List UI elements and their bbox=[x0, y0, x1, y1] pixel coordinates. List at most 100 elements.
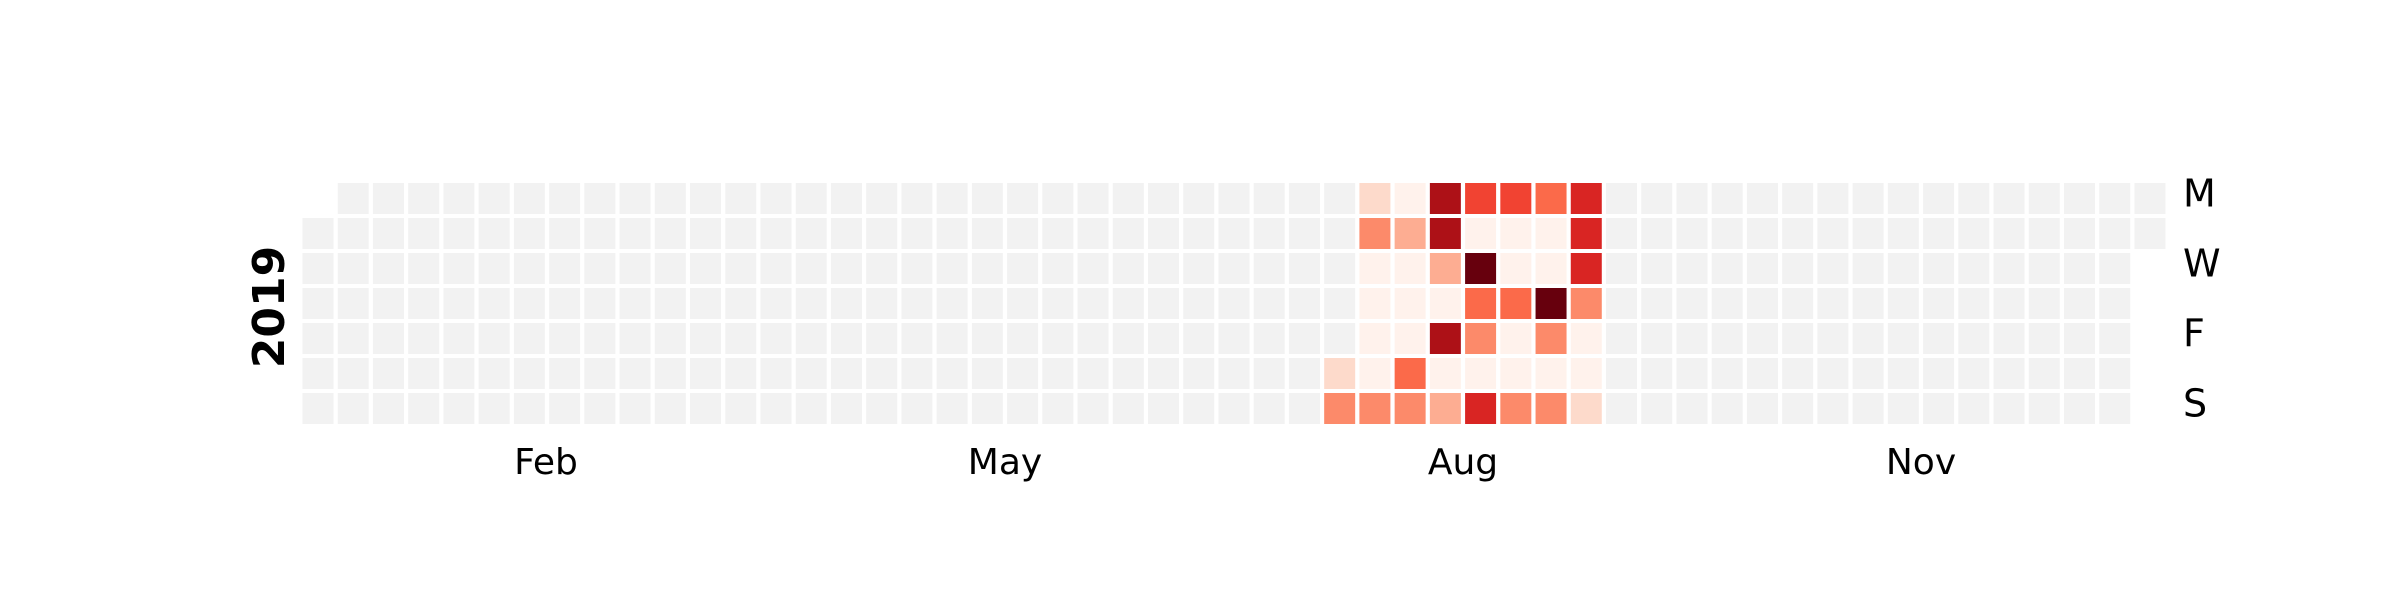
heatmap-cell-w26-wed bbox=[1218, 253, 1250, 284]
heatmap-cell-w17-thu bbox=[901, 288, 933, 319]
heatmap-cell-w3-sat bbox=[408, 358, 440, 389]
heatmap-cell-w24-mon bbox=[1148, 183, 1180, 214]
heatmap-cell-w11-sat bbox=[690, 358, 722, 389]
heatmap-cell-w32-wed bbox=[1429, 253, 1461, 284]
heatmap-cell-w30-fri bbox=[1359, 323, 1391, 354]
heatmap-cell-w14-tue bbox=[795, 218, 827, 249]
heatmap-cell-w2-tue bbox=[372, 218, 404, 249]
heatmap-cell-w29-thu bbox=[1324, 288, 1356, 319]
heatmap-cell-w15-sun bbox=[830, 393, 862, 424]
heatmap-cell-w21-fri bbox=[1042, 323, 1074, 354]
heatmap-cell-w40-sat bbox=[1711, 358, 1743, 389]
heatmap-cell-w17-fri bbox=[901, 323, 933, 354]
heatmap-cell-w39-sun bbox=[1676, 393, 1708, 424]
heatmap-cell-w49-wed bbox=[2028, 253, 2060, 284]
heatmap-cell-w5-sun bbox=[478, 393, 510, 424]
heatmap-cell-w40-wed bbox=[1711, 253, 1743, 284]
heatmap-cell-w3-tue bbox=[408, 218, 440, 249]
heatmap-cell-w49-sat bbox=[2028, 358, 2060, 389]
heatmap-cell-w8-fri bbox=[584, 323, 616, 354]
heatmap-cell-w9-wed bbox=[619, 253, 651, 284]
heatmap-cell-w41-fri bbox=[1746, 323, 1778, 354]
heatmap-cell-w32-tue bbox=[1429, 218, 1461, 249]
heatmap-cell-w20-wed bbox=[1007, 253, 1039, 284]
heatmap-cell-w20-fri bbox=[1007, 323, 1039, 354]
heatmap-cell-w0-thu bbox=[302, 288, 334, 319]
heatmap-cell-w52-mon bbox=[2134, 183, 2166, 214]
heatmap-cell-w49-tue bbox=[2028, 218, 2060, 249]
heatmap-cell-w10-fri bbox=[654, 323, 686, 354]
heatmap-cell-w46-sat bbox=[1923, 358, 1955, 389]
heatmap-cell-w16-wed bbox=[866, 253, 898, 284]
heatmap-cell-w22-sun bbox=[1077, 393, 1109, 424]
heatmap-cell-w18-tue bbox=[936, 218, 968, 249]
heatmap-cell-w23-wed bbox=[1112, 253, 1144, 284]
heatmap-cell-w35-fri bbox=[1535, 323, 1567, 354]
day-label-monday: M bbox=[2183, 172, 2216, 216]
heatmap-cell-w50-wed bbox=[2064, 253, 2095, 284]
heatmap-cell-w36-sun bbox=[1570, 393, 1602, 424]
heatmap-cell-w1-fri bbox=[337, 323, 369, 354]
heatmap-cell-w37-sun bbox=[1606, 393, 1638, 424]
heatmap-cell-w1-mon bbox=[337, 183, 369, 214]
heatmap-cell-w16-thu bbox=[866, 288, 898, 319]
heatmap-cell-w9-sat bbox=[619, 358, 651, 389]
heatmap-cell-w41-thu bbox=[1746, 288, 1778, 319]
heatmap-cell-w34-wed bbox=[1500, 253, 1532, 284]
heatmap-cell-w33-fri bbox=[1465, 323, 1497, 354]
heatmap-cell-w1-thu bbox=[337, 288, 369, 319]
heatmap-cell-w18-thu bbox=[936, 288, 968, 319]
heatmap-cell-w13-thu bbox=[760, 288, 792, 319]
heatmap-cell-w51-tue bbox=[2099, 218, 2131, 249]
heatmap-cell-w29-mon bbox=[1324, 183, 1356, 214]
heatmap-cell-w51-thu bbox=[2099, 288, 2131, 319]
heatmap-cell-w19-tue bbox=[971, 218, 1003, 249]
heatmap-cell-w16-sun bbox=[866, 393, 898, 424]
heatmap-cell-w23-fri bbox=[1112, 323, 1144, 354]
heatmap-cell-w19-fri bbox=[971, 323, 1003, 354]
heatmap-cell-w48-sun bbox=[1993, 393, 2025, 424]
heatmap-cell-w3-wed bbox=[408, 253, 440, 284]
heatmap-cell-w29-fri bbox=[1324, 323, 1356, 354]
heatmap-cell-w6-tue bbox=[513, 218, 545, 249]
heatmap-cell-w35-mon bbox=[1535, 183, 1567, 214]
heatmap-cell-w29-tue bbox=[1324, 218, 1356, 249]
heatmap-cell-w3-mon bbox=[408, 183, 440, 214]
heatmap-cell-w0-fri bbox=[302, 323, 334, 354]
heatmap-cell-w42-thu bbox=[1782, 288, 1814, 319]
heatmap-cell-w2-mon bbox=[372, 183, 404, 214]
heatmap-cell-w27-fri bbox=[1253, 323, 1285, 354]
heatmap-cell-w27-tue bbox=[1253, 218, 1285, 249]
heatmap-cell-w9-tue bbox=[619, 218, 651, 249]
heatmap-cell-w47-sun bbox=[1958, 393, 1990, 424]
heatmap-cell-w7-sat bbox=[549, 358, 581, 389]
heatmap-cell-w45-fri bbox=[1887, 323, 1919, 354]
heatmap-cell-w16-tue bbox=[866, 218, 898, 249]
heatmap-cells bbox=[302, 183, 2166, 424]
heatmap-cell-w34-sat bbox=[1500, 358, 1532, 389]
heatmap-cell-w50-fri bbox=[2064, 323, 2095, 354]
heatmap-cell-w13-sun bbox=[760, 393, 792, 424]
heatmap-cell-w33-sat bbox=[1465, 358, 1497, 389]
heatmap-cell-w46-sun bbox=[1923, 393, 1955, 424]
heatmap-cell-w49-fri bbox=[2028, 323, 2060, 354]
heatmap-cell-w33-tue bbox=[1465, 218, 1497, 249]
heatmap-cell-w26-thu bbox=[1218, 288, 1250, 319]
heatmap-cell-w41-tue bbox=[1746, 218, 1778, 249]
heatmap-cell-w19-wed bbox=[971, 253, 1003, 284]
heatmap-cell-w27-sun bbox=[1253, 393, 1285, 424]
heatmap-cell-w46-fri bbox=[1923, 323, 1955, 354]
heatmap-cell-w43-sat bbox=[1817, 358, 1849, 389]
heatmap-cell-w30-mon bbox=[1359, 183, 1391, 214]
heatmap-cell-w48-sat bbox=[1993, 358, 2025, 389]
heatmap-cell-w33-sun bbox=[1465, 393, 1497, 424]
heatmap-cell-w36-sat bbox=[1570, 358, 1602, 389]
heatmap-cell-w49-sun bbox=[2028, 393, 2060, 424]
heatmap-cell-w40-thu bbox=[1711, 288, 1743, 319]
heatmap-cell-w12-sat bbox=[725, 358, 757, 389]
heatmap-cell-w50-sun bbox=[2064, 393, 2095, 424]
heatmap-cell-w36-mon bbox=[1570, 183, 1602, 214]
heatmap-cell-w51-sat bbox=[2099, 358, 2131, 389]
heatmap-cell-w10-sat bbox=[654, 358, 686, 389]
heatmap-cell-w37-mon bbox=[1606, 183, 1638, 214]
